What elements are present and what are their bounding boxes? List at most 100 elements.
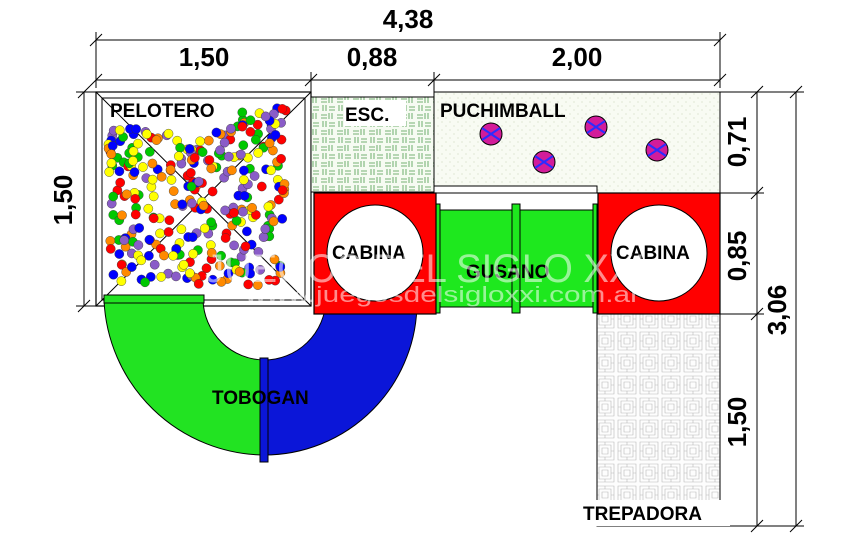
ball (260, 224, 271, 234)
ball (171, 271, 181, 282)
ball (201, 263, 212, 274)
ball-pit-balls (103, 103, 291, 290)
ball (151, 135, 162, 145)
ball (231, 215, 242, 226)
ball (245, 127, 256, 137)
ball (266, 165, 276, 176)
dimension-right-heights: 0,71 0,85 1,50 3,06 (720, 85, 804, 533)
ball (195, 136, 205, 147)
tobogan-label: TOBOGAN (212, 388, 309, 409)
puchimball-ball (532, 150, 556, 174)
gusano-label: GUSANO (466, 262, 549, 283)
ball (216, 250, 226, 261)
ball (238, 140, 249, 150)
ball (277, 185, 288, 195)
ball (173, 151, 184, 161)
watermark-title: JUEGOS DEL SIGLO XXI (205, 247, 645, 291)
ball (227, 165, 237, 176)
ball (166, 175, 177, 185)
ball (189, 152, 200, 163)
ball (105, 244, 116, 254)
ball (114, 249, 125, 259)
ball (255, 264, 266, 275)
ball (242, 226, 252, 237)
ball (116, 276, 127, 286)
ball (223, 268, 234, 279)
ball (250, 134, 261, 145)
puchimball-width-label: 2,00 (552, 42, 603, 72)
ball (269, 254, 280, 265)
ball (252, 280, 263, 290)
ball (186, 181, 197, 192)
ball (197, 147, 208, 157)
ball (199, 223, 210, 234)
ball (239, 190, 250, 201)
ball (106, 149, 117, 159)
dimension-section-widths: 1,50 0,88 2,00 (89, 42, 727, 100)
dimension-total-width: 4,38 (89, 4, 727, 88)
ball (239, 165, 249, 176)
ball (133, 240, 144, 250)
ball (148, 191, 159, 202)
ball (148, 213, 159, 224)
ball (144, 234, 155, 245)
tobogan-slide: TOBOGAN (103, 294, 418, 463)
ball (273, 194, 284, 205)
ball (207, 186, 218, 197)
ball (264, 275, 274, 285)
ball (206, 217, 216, 227)
ball (129, 167, 140, 177)
ball (119, 235, 129, 245)
ball (116, 259, 127, 270)
ball (184, 144, 195, 154)
ball (108, 269, 119, 280)
ball (219, 137, 230, 148)
puchimball-area: PUCHIMBALL (433, 91, 721, 194)
ball (187, 232, 198, 242)
ball (188, 249, 198, 259)
puchimball-ball (645, 138, 669, 162)
ball (245, 115, 256, 125)
ball (237, 107, 248, 118)
cabina-left: CABINA (313, 192, 437, 315)
ball (268, 216, 279, 227)
ball (203, 135, 214, 146)
watermark-url: www.juegosdelsigloxxi.com.ar (244, 282, 640, 307)
ball (177, 199, 187, 210)
ball (252, 119, 263, 130)
ball (256, 181, 267, 192)
cabina-right-label: CABINA (616, 243, 690, 264)
ball (270, 130, 281, 140)
total-width-label: 4,38 (383, 4, 434, 34)
ball (130, 193, 140, 204)
ball (214, 261, 225, 271)
trepadora-area: TREPADORA (580, 313, 730, 527)
ball (240, 241, 251, 252)
pelotero-width-label: 1,50 (179, 42, 230, 72)
ball (155, 228, 165, 239)
ball (229, 207, 239, 218)
ball (175, 142, 185, 153)
ball (121, 189, 132, 200)
ball (243, 279, 253, 290)
ball (138, 162, 148, 172)
ball (204, 155, 215, 165)
ball (107, 140, 118, 151)
ball (115, 177, 125, 188)
ball (130, 209, 141, 220)
puchimball-ball (584, 115, 608, 139)
ball (144, 146, 155, 157)
ball (258, 232, 269, 242)
total-height-label: 3,06 (762, 285, 792, 336)
cabina-left-label: CABINA (332, 243, 406, 264)
ball (143, 203, 154, 214)
gusano-tube: GUSANO (435, 203, 599, 314)
ball (184, 268, 195, 279)
ball (193, 176, 204, 187)
ball (134, 223, 144, 233)
ball (226, 123, 236, 134)
watermark: JUEGOS DEL SIGLO XXI www.juegosdelsiglox… (205, 247, 645, 307)
ball (163, 128, 174, 139)
ball (149, 259, 160, 270)
